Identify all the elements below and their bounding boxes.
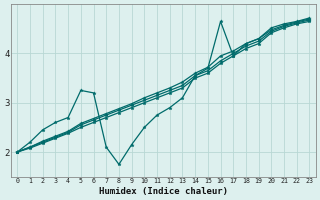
X-axis label: Humidex (Indice chaleur): Humidex (Indice chaleur) (99, 187, 228, 196)
